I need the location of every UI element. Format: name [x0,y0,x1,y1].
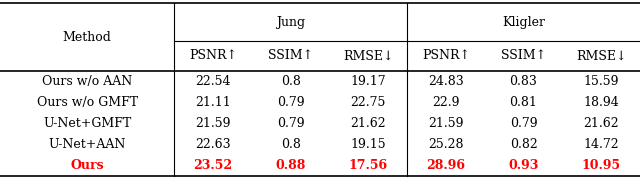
Text: PSNR↑: PSNR↑ [189,49,237,62]
Text: 22.54: 22.54 [195,75,231,88]
Text: 0.83: 0.83 [509,75,538,88]
Text: 0.79: 0.79 [509,117,538,130]
Text: RMSE↓: RMSE↓ [576,49,627,62]
Text: 25.28: 25.28 [428,137,463,151]
Text: 0.93: 0.93 [508,159,539,171]
Text: Ours w/o GMFT: Ours w/o GMFT [36,96,138,109]
Text: Kligler: Kligler [502,16,545,29]
Text: 23.52: 23.52 [193,159,232,171]
Text: RMSE↓: RMSE↓ [343,49,394,62]
Text: SSIM↑: SSIM↑ [501,49,546,62]
Text: 10.95: 10.95 [582,159,621,171]
Text: 21.11: 21.11 [195,96,231,109]
Text: 21.59: 21.59 [428,117,463,130]
Text: U-Net+GMFT: U-Net+GMFT [43,117,131,130]
Text: 18.94: 18.94 [583,96,619,109]
Text: Ours: Ours [70,159,104,171]
Text: 0.8: 0.8 [281,75,301,88]
Text: 0.79: 0.79 [276,117,305,130]
Text: 14.72: 14.72 [584,137,619,151]
Text: 0.8: 0.8 [281,137,301,151]
Text: 21.62: 21.62 [584,117,619,130]
Text: 19.15: 19.15 [351,137,386,151]
Text: 0.88: 0.88 [275,159,306,171]
Text: 0.79: 0.79 [276,96,305,109]
Text: Method: Method [63,30,111,43]
Text: 21.59: 21.59 [195,117,231,130]
Text: 0.81: 0.81 [509,96,538,109]
Text: 17.56: 17.56 [349,159,388,171]
Text: 19.17: 19.17 [351,75,386,88]
Text: U-Net+AAN: U-Net+AAN [49,137,126,151]
Text: 22.63: 22.63 [195,137,231,151]
Text: 15.59: 15.59 [584,75,619,88]
Text: 28.96: 28.96 [426,159,465,171]
Text: 24.83: 24.83 [428,75,464,88]
Text: SSIM↑: SSIM↑ [268,49,313,62]
Text: 22.9: 22.9 [432,96,460,109]
Text: 21.62: 21.62 [351,117,386,130]
Text: 22.75: 22.75 [351,96,386,109]
Text: 0.82: 0.82 [509,137,538,151]
Text: PSNR↑: PSNR↑ [422,49,470,62]
Text: Jung: Jung [276,16,305,29]
Text: Ours w/o AAN: Ours w/o AAN [42,75,132,88]
